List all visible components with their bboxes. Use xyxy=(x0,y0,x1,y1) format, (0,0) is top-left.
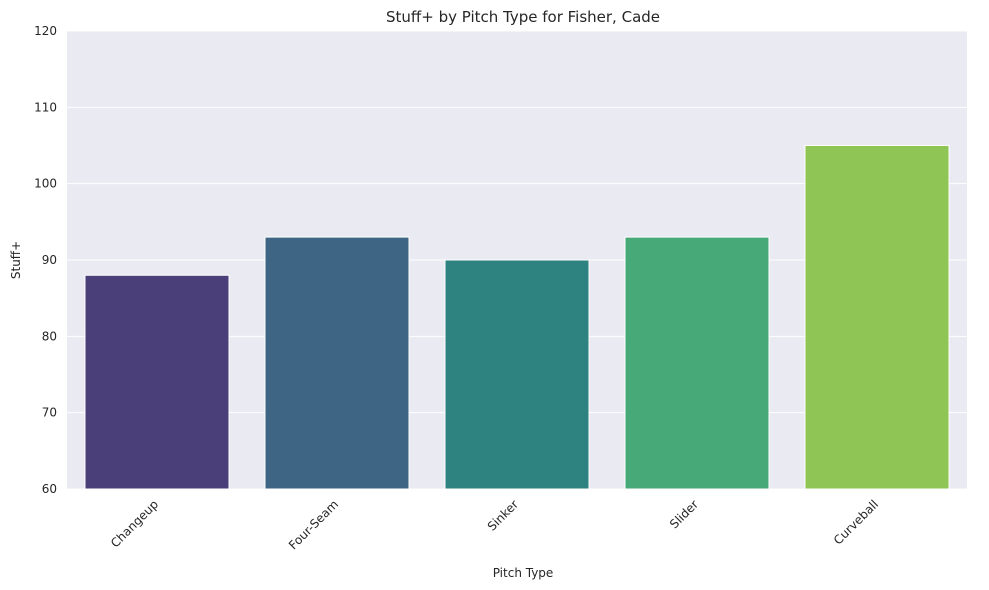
x-tick-label: Sinker xyxy=(485,497,521,533)
y-tick-label: 110 xyxy=(34,100,57,114)
x-tick-label: Four-Seam xyxy=(286,497,341,552)
bar-curveball xyxy=(804,145,950,490)
x-tick-label: Curveball xyxy=(831,497,881,547)
y-axis-label: Stuff+ xyxy=(9,241,23,279)
y-tick-label: 100 xyxy=(34,177,57,191)
bar-four-seam xyxy=(264,236,410,490)
y-axis-ticks: 60 70 80 90 100 110 120 xyxy=(34,24,57,496)
x-axis-ticks: Changeup Four-Seam Sinker Slider Curveball xyxy=(108,497,881,552)
y-tick-label: 90 xyxy=(42,253,57,267)
x-tick-label: Changeup xyxy=(108,497,161,550)
chart-title: Stuff+ by Pitch Type for Fisher, Cade xyxy=(386,8,660,26)
bars-group xyxy=(84,145,950,490)
bar-changeup xyxy=(84,274,230,490)
y-tick-label: 70 xyxy=(42,406,57,420)
x-tick-label: Slider xyxy=(667,497,701,531)
bar-sinker xyxy=(444,259,590,490)
y-tick-label: 60 xyxy=(42,482,57,496)
bar-slider xyxy=(624,236,770,490)
x-axis-label: Pitch Type xyxy=(493,566,554,580)
y-tick-label: 120 xyxy=(34,24,57,38)
y-tick-label: 80 xyxy=(42,329,57,343)
